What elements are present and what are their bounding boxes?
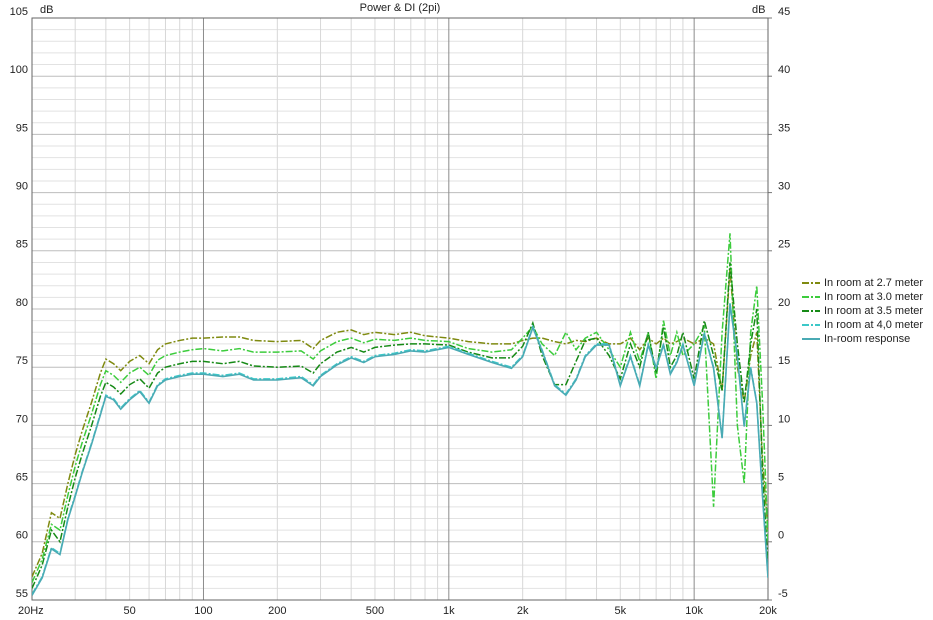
- y-tick-label: 105: [10, 6, 28, 18]
- series-line: [32, 233, 768, 583]
- x-tick-label: 2k: [517, 605, 529, 617]
- x-tick-label: 20Hz: [18, 605, 44, 617]
- y2-tick-label: 40: [778, 64, 790, 76]
- y-tick-label: 60: [16, 530, 28, 542]
- y2-tick-label: 15: [778, 355, 790, 367]
- legend-label: In-room response: [824, 333, 910, 345]
- plot-border: [31, 17, 769, 601]
- legend-label: In room at 3.5 meter: [824, 305, 923, 317]
- y-tick-label: 95: [16, 122, 28, 134]
- y2-tick-label: 30: [778, 181, 790, 193]
- y2-tick-label: 5: [778, 472, 784, 484]
- y-tick-label: 85: [16, 239, 28, 251]
- legend-label: In room at 4,0 meter: [824, 319, 923, 331]
- series-line: [32, 268, 768, 578]
- y-axis-label: dB: [40, 4, 53, 16]
- y-tick-label: 100: [10, 64, 28, 76]
- y-tick-label: 80: [16, 297, 28, 309]
- y-tick-label: 65: [16, 472, 28, 484]
- x-tick-label: 5k: [614, 605, 626, 617]
- x-tick-label: 10k: [685, 605, 703, 617]
- y-tick-label: 90: [16, 181, 28, 193]
- y2-tick-label: 10: [778, 413, 790, 425]
- chart-title: Power & DI (2pi): [360, 2, 441, 14]
- y-tick-label: 75: [16, 355, 28, 367]
- x-tick-label: 50: [124, 605, 136, 617]
- x-tick-label: 500: [366, 605, 384, 617]
- x-tick-label: 20k: [759, 605, 777, 617]
- y2-tick-label: 20: [778, 297, 790, 309]
- series-line: [32, 304, 768, 596]
- y-tick-label: 55: [16, 588, 28, 600]
- series-line: [32, 262, 768, 589]
- y2-tick-label: -5: [778, 588, 788, 600]
- y2-tick-label: 45: [778, 6, 790, 18]
- legend-label: In room at 2.7 meter: [824, 277, 923, 289]
- y2-tick-label: 35: [778, 122, 790, 134]
- y-tick-label: 70: [16, 413, 28, 425]
- y2-tick-label: 25: [778, 239, 790, 251]
- y2-tick-label: 0: [778, 530, 784, 542]
- x-tick-label: 1k: [443, 605, 455, 617]
- legend-label: In room at 3.0 meter: [824, 291, 923, 303]
- x-tick-label: 100: [194, 605, 212, 617]
- x-tick-label: 200: [268, 605, 286, 617]
- y2-axis-label: dB: [752, 4, 765, 16]
